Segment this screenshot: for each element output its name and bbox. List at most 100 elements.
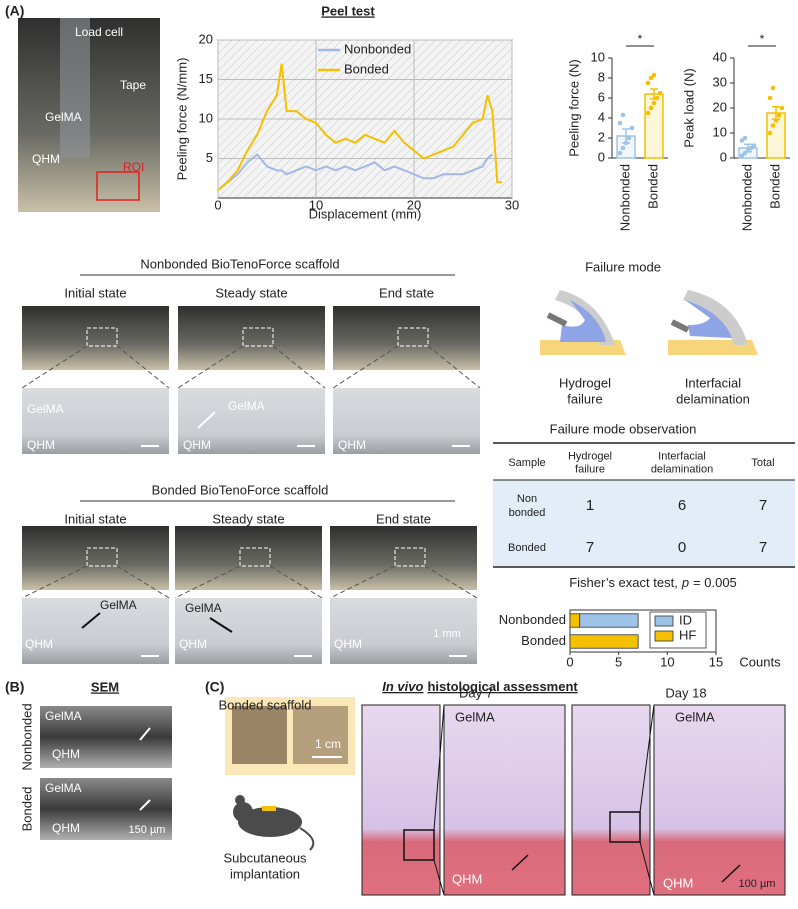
label: Subcutaneous (223, 850, 307, 865)
y-tick-label: 5 (206, 150, 213, 165)
arrow (139, 799, 151, 811)
label: QHM (52, 821, 80, 835)
data-point (779, 105, 785, 111)
arrow (139, 727, 151, 741)
x-tick-label: 30 (505, 197, 519, 212)
table-cell: bonded (509, 507, 546, 519)
data-point (620, 112, 626, 118)
label: GelMA (675, 709, 715, 724)
arrow (81, 612, 101, 629)
section-title: Nonbonded BioTenoForce scaffold (140, 256, 339, 271)
x-tick-label: Nonbonded (739, 164, 754, 231)
fisher-part: Fisher’s exact test, (569, 575, 678, 590)
y-tick-label: 10 (199, 110, 213, 125)
table-header: failure (575, 463, 605, 475)
data-point (767, 95, 773, 101)
mode-label: delamination (676, 391, 750, 406)
y-tick-label: 30 (713, 74, 727, 89)
x-tick-label: 15 (709, 654, 723, 669)
scaffold-photo (232, 706, 287, 764)
chart-title: Peel test (321, 3, 375, 18)
fisher-part: p (681, 575, 689, 590)
zoom-line (639, 841, 655, 896)
label: implantation (230, 866, 300, 881)
label: 1 mm (433, 628, 461, 640)
table-cell: Non (517, 493, 537, 505)
x-axis-label: Displacement (mm) (309, 206, 422, 221)
plot-area (569, 609, 717, 653)
table-band (493, 480, 795, 566)
data-point (626, 135, 632, 141)
label: GelMA (100, 598, 137, 612)
label: 100 µm (739, 878, 776, 890)
roi-box (96, 171, 140, 201)
arrow (209, 617, 233, 633)
label: GelMA (455, 709, 495, 724)
x-tick-label: 20 (407, 197, 421, 212)
table-cell: 0 (678, 539, 686, 556)
table-cell: 7 (586, 539, 594, 556)
significance: * (638, 32, 643, 46)
legend-label: HF (679, 627, 696, 642)
y-tick-label: Bonded (521, 633, 566, 648)
x-tick-label: Bonded (767, 164, 782, 209)
y-tick-label: 15 (199, 71, 213, 86)
label: Bonded scaffold (219, 697, 312, 712)
data-point (770, 123, 776, 128)
y-tick-label: 8 (598, 69, 605, 84)
label: QHM (25, 637, 53, 651)
state-label: Initial state (64, 285, 126, 300)
state-label: Steady state (212, 511, 284, 526)
y-tick-label: 10 (713, 124, 727, 139)
label: 1 cm (315, 737, 341, 751)
bar-segment (579, 613, 639, 628)
mouse-icon (233, 795, 315, 851)
label: ROI (123, 160, 144, 174)
panel-label: (A) (5, 3, 24, 19)
table-header: Interfacial (658, 450, 706, 462)
label: QHM (179, 637, 207, 651)
x-tick-label: Nonbonded (617, 164, 632, 231)
state-label: Initial state (64, 511, 126, 526)
label: 150 µm (129, 824, 166, 836)
label: GelMA (45, 709, 82, 723)
table-cell: 7 (759, 497, 767, 514)
label: GelMA (185, 601, 222, 615)
sem-image (40, 778, 172, 840)
title-part: histological assessment (427, 679, 578, 694)
legend-swatch (654, 630, 674, 642)
label: Tape (120, 78, 146, 92)
day-label: Day 7 (459, 685, 493, 700)
data-point (773, 118, 779, 123)
arrow (721, 864, 741, 883)
histology-image (443, 704, 566, 896)
row-label: Nonbonded (19, 703, 34, 770)
title-part: In vivo (382, 679, 423, 694)
x-tick-label: 0 (214, 197, 221, 212)
zoom-photo (22, 598, 169, 664)
mode-label: failure (567, 391, 602, 406)
x-tick-label: 0 (566, 654, 573, 669)
label: QHM (663, 875, 693, 890)
y-axis-label: Peeling force (N) (566, 59, 581, 157)
y-tick-label: 0 (598, 149, 605, 164)
photo (22, 306, 169, 370)
photo (178, 306, 325, 370)
x-tick-label: Bonded (645, 164, 660, 209)
histology-image (653, 704, 786, 896)
label: Load cell (75, 25, 123, 39)
y-tick-label: 0 (720, 149, 727, 164)
zoom-line (21, 565, 170, 599)
label: GelMA (27, 402, 64, 416)
label: QHM (338, 438, 366, 452)
zoom-line (174, 565, 323, 599)
y-tick-label: 4 (598, 109, 605, 124)
x-tick-label: 10 (309, 197, 323, 212)
significance: * (760, 32, 765, 46)
table-header: Hydrogel (568, 450, 612, 462)
zoom-line (332, 345, 481, 389)
panel-label: (B) (5, 679, 24, 695)
legend-swatch (654, 615, 674, 627)
zoom-box (242, 327, 274, 347)
table-cell: Bonded (508, 542, 546, 554)
